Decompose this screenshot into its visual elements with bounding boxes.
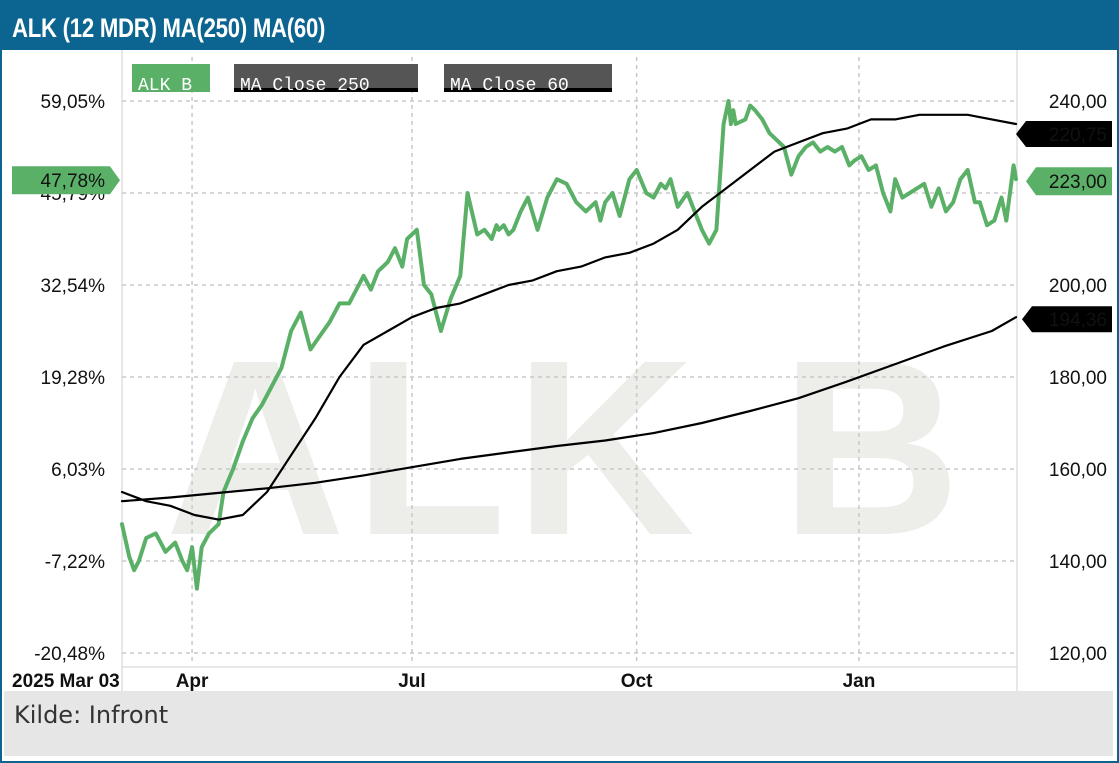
legend-underline — [234, 88, 418, 92]
legend-swatch — [132, 64, 210, 92]
current-ma250-tag — [1022, 306, 1112, 333]
source-label: Kilde: Infront — [14, 701, 169, 729]
left-tick-label: -7,22% — [45, 552, 105, 573]
x-tick-label: Jan — [843, 671, 876, 692]
ma-close-60-line — [120, 113, 1018, 521]
alk-b-line — [120, 99, 1018, 591]
right-tick-label: 240,00 — [1049, 92, 1107, 113]
legend-swatch — [234, 64, 418, 92]
chart-title: ALK (12 MDR) MA(250) MA(60) — [12, 13, 326, 43]
current-pct-tag — [12, 166, 120, 195]
right-tick-label: 120,00 — [1049, 644, 1107, 665]
x-tick-label: Oct — [621, 671, 653, 692]
right-tick-label: 180,00 — [1049, 368, 1107, 389]
legend-underline — [444, 88, 612, 92]
left-tick-label: 32,54% — [41, 276, 106, 297]
x-tick-label: Apr — [176, 671, 209, 692]
x-tick-label: Jul — [398, 671, 425, 692]
current-price-tag — [1026, 167, 1112, 196]
right-tick-label: 200,00 — [1049, 276, 1107, 297]
left-tick-label: -20,48% — [34, 644, 105, 665]
current-price-label: 223,00 — [1049, 172, 1107, 193]
right-tick-label: 160,00 — [1049, 460, 1107, 481]
right-tick-label: 140,00 — [1049, 552, 1107, 573]
current-ma250-label: 194,36 — [1049, 310, 1107, 331]
title-bar: ALK (12 MDR) MA(250) MA(60) — [2, 2, 1117, 50]
left-tick-label: 19,28% — [41, 368, 106, 389]
ma-close-250-line — [120, 316, 1018, 503]
chart-area: ALK B ALK B MA Close 250 MA Close 60 59,05… — [12, 50, 1112, 692]
legend-swatch — [444, 64, 612, 92]
left-tick-label: 6,03% — [51, 460, 105, 481]
current-pct-label: 47,78% — [41, 171, 106, 192]
current-ma60-tag — [1016, 121, 1112, 147]
current-ma60-label: 220,75 — [1049, 125, 1107, 146]
x-start-label: 2025 Mar 03 — [12, 671, 120, 692]
watermark-text: ALK B — [165, 308, 969, 587]
legend-label: ALK B — [138, 76, 192, 96]
left-tick-label: 59,05% — [41, 92, 106, 113]
legend-label: MA Close 60 — [450, 76, 569, 96]
source-footer: Kilde: Infront — [4, 691, 1113, 756]
legend-label: MA Close 250 — [240, 76, 370, 96]
